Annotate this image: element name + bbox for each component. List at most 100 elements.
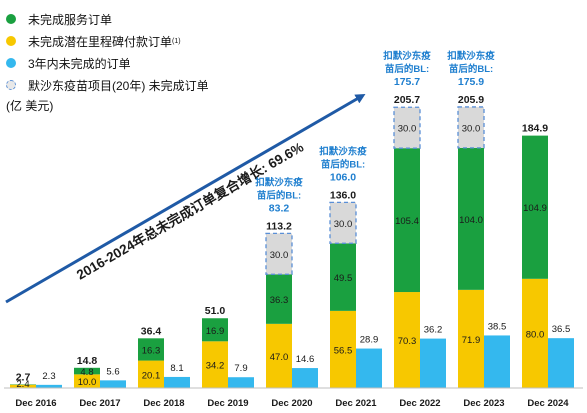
legend-label: 未完成服务订单 [28, 12, 113, 27]
bar-milestone [522, 278, 548, 388]
bl-annotation-label: 扣默沙东疫 [255, 176, 303, 188]
segment-label: 4.8 [80, 367, 93, 378]
bar-milestone [74, 374, 100, 388]
segment-label: 36.2 [424, 325, 443, 336]
bar-msd-vaccine [329, 201, 357, 244]
bar-milestone [330, 310, 356, 388]
segment-label: 20.1 [142, 370, 161, 381]
bl-annotation-label: 扣默沙东疫 [319, 145, 367, 157]
total-label: 14.8 [77, 355, 98, 367]
legend: 未完成服务订单 未完成潜在里程碑付款订单 (1) 3年内未完成的订单 默沙东疫苗… [2, 8, 209, 96]
segment-label: 36.5 [552, 324, 571, 335]
total-label: 2.7 [16, 371, 31, 383]
segment-label: 30.0 [270, 250, 289, 261]
bl-annotation-value: 175.7 [394, 76, 420, 88]
x-tick-label: Dec 2017 [79, 398, 120, 409]
segment-label: 28.9 [360, 335, 379, 346]
segment-label: 105.4 [395, 216, 419, 227]
segment-label: 104.9 [523, 203, 547, 214]
segment-label: 70.3 [398, 336, 417, 347]
segment-label: 5.6 [106, 366, 119, 377]
legend-swatch-blue [6, 58, 16, 68]
bar-3yr [36, 384, 62, 388]
bl-annotation-label: 苗后的BL: [321, 158, 365, 170]
total-label: 113.2 [266, 220, 292, 232]
x-tick-label: Dec 2019 [207, 398, 248, 409]
segment-label: 104.0 [459, 215, 483, 226]
legend-item-3yr: 3年内未完成的订单 [2, 52, 209, 74]
unit-label: (亿 美元) [6, 99, 54, 113]
total-label: 205.9 [458, 94, 484, 106]
bar-3yr [356, 348, 382, 388]
bl-annotation-label: 扣默沙东疫 [383, 50, 431, 62]
bar-milestone [266, 323, 292, 388]
segment-label: 80.0 [526, 329, 545, 340]
bar-milestone [138, 360, 164, 388]
legend-item-services: 未完成服务订单 [2, 8, 209, 30]
bar-milestone [10, 384, 36, 388]
legend-swatch-grey-dashed [6, 80, 16, 90]
bar-3yr [420, 338, 446, 388]
bar-msd-vaccine [393, 106, 421, 149]
legend-item-milestone: 未完成潜在里程碑付款订单 (1) [2, 30, 209, 52]
total-label: 205.7 [394, 94, 420, 106]
footnote-marker: (1) [172, 37, 181, 45]
bar-3yr [228, 377, 254, 388]
segment-label: 14.6 [296, 354, 315, 365]
bar-services [138, 338, 164, 361]
legend-label: 默沙东疫苗项目(20年) 未完成订单 [28, 78, 209, 93]
segment-label: 30.0 [462, 123, 481, 134]
segment-label: 7.9 [234, 363, 247, 374]
segment-label: 71.9 [462, 335, 481, 346]
bl-annotation-label: 苗后的BL: [385, 63, 429, 75]
bar-services [74, 367, 100, 375]
x-tick-label: Dec 2016 [15, 398, 56, 409]
segment-label: 36.3 [270, 295, 289, 306]
segment-label: 2.3 [42, 371, 55, 382]
growth-arrow [5, 93, 366, 304]
bl-annotation-label: 扣默沙东疫 [447, 50, 495, 62]
total-label: 51.0 [205, 305, 226, 317]
bl-annotation-value: 83.2 [269, 202, 290, 214]
segment-label: 47.0 [270, 352, 289, 363]
bar-services [458, 147, 484, 290]
bar-services [266, 274, 292, 324]
bar-3yr [548, 338, 574, 388]
segment-label: 10.0 [78, 377, 97, 388]
bl-annotation-value: 106.0 [330, 171, 356, 183]
bar-services [202, 318, 228, 342]
bar-msd-vaccine [457, 106, 485, 149]
legend-swatch-yellow [6, 36, 16, 46]
legend-item-msd: 默沙东疫苗项目(20年) 未完成订单 [2, 74, 209, 96]
segment-label: 2.4 [16, 379, 29, 390]
bar-services [522, 135, 548, 279]
bar-3yr [292, 368, 318, 388]
segment-label: 56.5 [334, 345, 353, 356]
bar-3yr [484, 335, 510, 388]
bar-services [394, 148, 420, 293]
x-tick-label: Dec 2020 [271, 398, 312, 409]
bar-3yr [164, 376, 190, 388]
bar-milestone [394, 292, 420, 388]
bar-services [330, 243, 356, 311]
total-label: 184.9 [522, 123, 548, 135]
bar-milestone [202, 341, 228, 388]
bar-msd-vaccine [265, 232, 293, 275]
segment-label: 8.1 [170, 363, 183, 374]
bl-annotation-label: 苗后的BL: [257, 189, 301, 201]
total-label: 36.4 [141, 325, 162, 337]
x-tick-label: Dec 2022 [399, 398, 440, 409]
x-tick-label: Dec 2018 [143, 398, 184, 409]
x-tick-label: Dec 2024 [527, 398, 569, 409]
legend-label: 未完成潜在里程碑付款订单 [28, 34, 173, 49]
bar-3yr [100, 380, 126, 388]
legend-swatch-green [6, 14, 16, 24]
segment-label: 16.9 [206, 326, 225, 337]
legend-label: 3年内未完成的订单 [28, 56, 131, 71]
segment-label: 16.3 [142, 345, 161, 356]
segment-label: 30.0 [334, 219, 353, 230]
x-tick-label: Dec 2021 [335, 398, 377, 409]
segment-label: 34.2 [206, 361, 225, 372]
segment-label: 49.5 [334, 273, 353, 284]
